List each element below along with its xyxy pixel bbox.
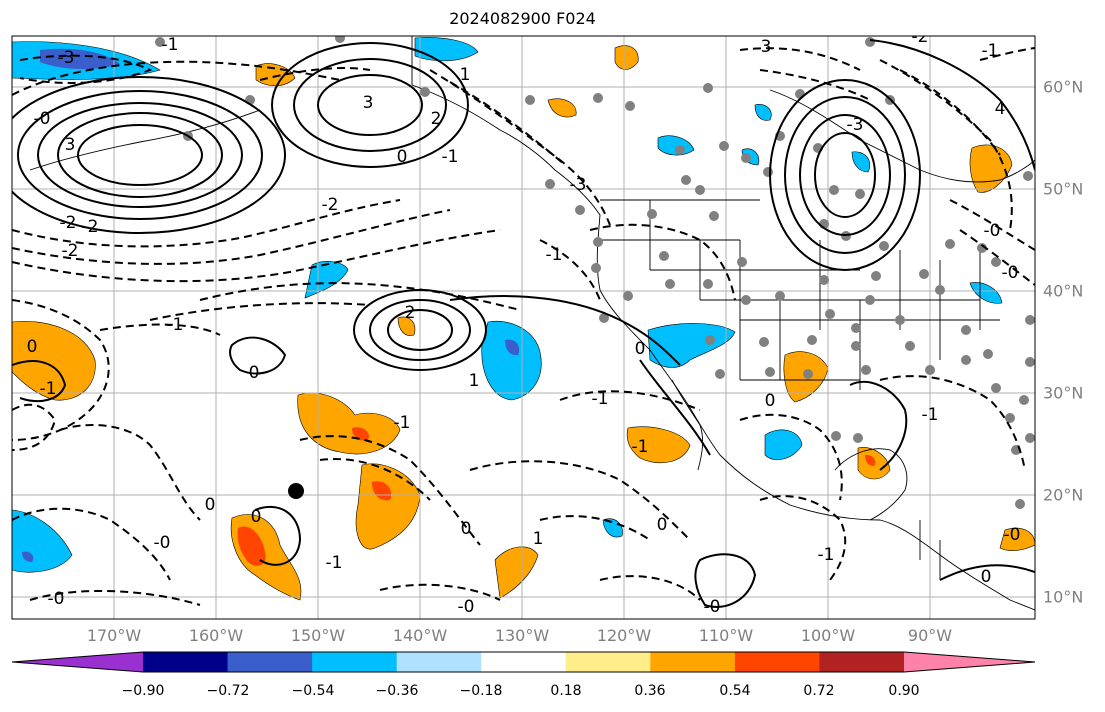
contour-label: -0 — [984, 221, 1001, 241]
contour-label: -1 — [546, 245, 563, 265]
lat-label: 20°N — [1043, 485, 1084, 505]
contour-label: -2 — [60, 213, 77, 233]
colorbar — [11, 651, 1036, 673]
contour-label: -2 — [82, 217, 99, 237]
contour-label: -3 — [570, 175, 587, 195]
contour-label: -1 — [632, 437, 649, 457]
lon-label: 130°W — [494, 626, 550, 645]
contour-label: 0 — [397, 147, 408, 167]
contour-label: -2 — [912, 27, 929, 47]
lat-label: 50°N — [1043, 179, 1084, 199]
lat-label: 60°N — [1043, 77, 1084, 97]
lon-label: 160°W — [188, 626, 244, 645]
contour-label: -0 — [704, 597, 721, 617]
contour-label: 0 — [249, 363, 260, 383]
colorbar-cell — [12, 652, 143, 672]
station-dots — [155, 36, 1035, 509]
contour-label: -1 — [818, 545, 835, 565]
colorbar-cell — [650, 652, 736, 672]
lon-label: 170°W — [86, 626, 142, 645]
contour-label: -0 — [154, 533, 171, 553]
colorbar-tick-label: 0.18 — [550, 683, 582, 699]
lat-label: 10°N — [1043, 587, 1084, 607]
colorbar-cell — [904, 652, 1035, 672]
colorbar-cell — [227, 652, 313, 672]
contour-label: 0 — [251, 507, 262, 527]
contour-label: 0 — [461, 519, 472, 539]
contour-label: -1 — [982, 41, 999, 61]
lat-label: 30°N — [1043, 383, 1084, 403]
colorbar-cell — [396, 652, 482, 672]
contour-label: -1 — [162, 35, 179, 55]
contour-label: 0 — [205, 495, 216, 515]
lon-label: 150°W — [290, 626, 346, 645]
shaded-fields — [12, 37, 1035, 601]
contour-label: -1 — [922, 405, 939, 425]
lat-label: 40°N — [1043, 281, 1084, 301]
map-panel: -3 -0 3 -1 -2 -2 -2 -2 3 2 0 -1 1 -3 3 -… — [11, 27, 1036, 620]
contour-label: -1 — [394, 413, 411, 433]
lon-label: 110°W — [698, 626, 754, 645]
dashed-contours — [12, 47, 1035, 606]
colorbar-tick-label: 0.90 — [888, 683, 920, 699]
contour-label: 3 — [65, 135, 76, 155]
contour-label: 0 — [765, 391, 776, 411]
colorbar-cell — [734, 652, 820, 672]
contour-label: -0 — [1002, 263, 1019, 283]
contour-label: -1 — [442, 147, 459, 167]
contour-label: -0 — [458, 597, 475, 617]
colorbar-cell — [143, 652, 229, 672]
lon-label: 100°W — [800, 626, 856, 645]
colorbar-tick-label: −0.18 — [459, 683, 503, 699]
solid-contours — [12, 39, 1035, 608]
contour-label: -2 — [322, 195, 339, 215]
contour-label: 1 — [460, 65, 471, 85]
contour-label: 2 — [431, 109, 442, 129]
contour-label: 2 — [405, 303, 416, 323]
contour-label: -3 — [847, 115, 864, 135]
contour-label: 1 — [469, 371, 480, 391]
map-title: 2024082900 F024 — [449, 9, 596, 28]
contour-label: -2 — [62, 241, 79, 261]
colorbar-cell — [312, 652, 398, 672]
contour-label: 4 — [995, 99, 1006, 119]
colorbar-tick-label: −0.90 — [121, 683, 165, 699]
contour-label: -1 — [167, 315, 184, 335]
colorbar-outline — [11, 651, 1036, 673]
contour-label: -1 — [326, 553, 343, 573]
contour-label: 3 — [363, 93, 374, 113]
lon-label: 90°W — [907, 626, 953, 645]
contour-label: 0 — [981, 567, 992, 587]
coastlines — [29, 36, 1035, 611]
map-frame — [11, 35, 1036, 620]
contour-label: -1 — [592, 389, 609, 409]
colorbar-cell — [819, 652, 905, 672]
contour-label: -0 — [1004, 525, 1021, 545]
contour-label: 0 — [657, 515, 668, 535]
colorbar-tick-label: −0.36 — [375, 683, 419, 699]
colorbar-cell — [565, 652, 651, 672]
contour-label: 1 — [533, 529, 544, 549]
black-marker — [288, 483, 304, 499]
lon-label: 120°W — [596, 626, 652, 645]
contour-label: 0 — [635, 339, 646, 359]
colorbar-tick-label: 0.54 — [719, 683, 751, 699]
contour-labels: -3 -0 3 -1 -2 -2 -2 -2 3 2 0 -1 1 -3 3 -… — [27, 27, 1021, 617]
lon-label: 140°W — [392, 626, 448, 645]
colorbar-tick-label: −0.72 — [206, 683, 250, 699]
contour-label: 0 — [27, 337, 38, 357]
contour-label: -0 — [48, 589, 65, 609]
colorbar-tick-label: −0.54 — [291, 683, 335, 699]
colorbar-tick-label: 0.36 — [634, 683, 666, 699]
contour-label: -3 — [58, 48, 75, 68]
contour-label: -1 — [40, 379, 57, 399]
colorbar-cell — [481, 652, 567, 672]
contour-label: 3 — [761, 37, 772, 57]
colorbar-tick-label: 0.72 — [803, 683, 835, 699]
contour-label: -0 — [34, 109, 51, 129]
